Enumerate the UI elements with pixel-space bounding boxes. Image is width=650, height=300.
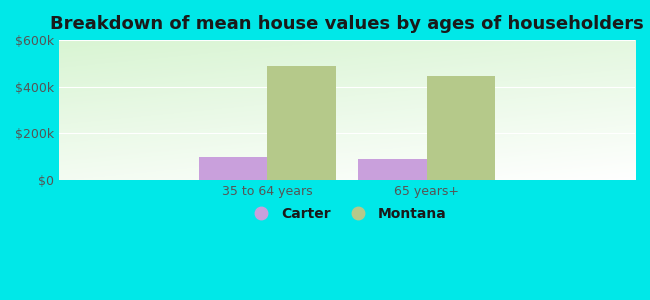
Bar [358, 159, 426, 180]
Legend: Carter, Montana: Carter, Montana [242, 201, 452, 226]
Bar [199, 157, 267, 180]
Bar [267, 66, 336, 180]
Bar [426, 76, 495, 180]
Title: Breakdown of mean house values by ages of householders: Breakdown of mean house values by ages o… [50, 15, 644, 33]
